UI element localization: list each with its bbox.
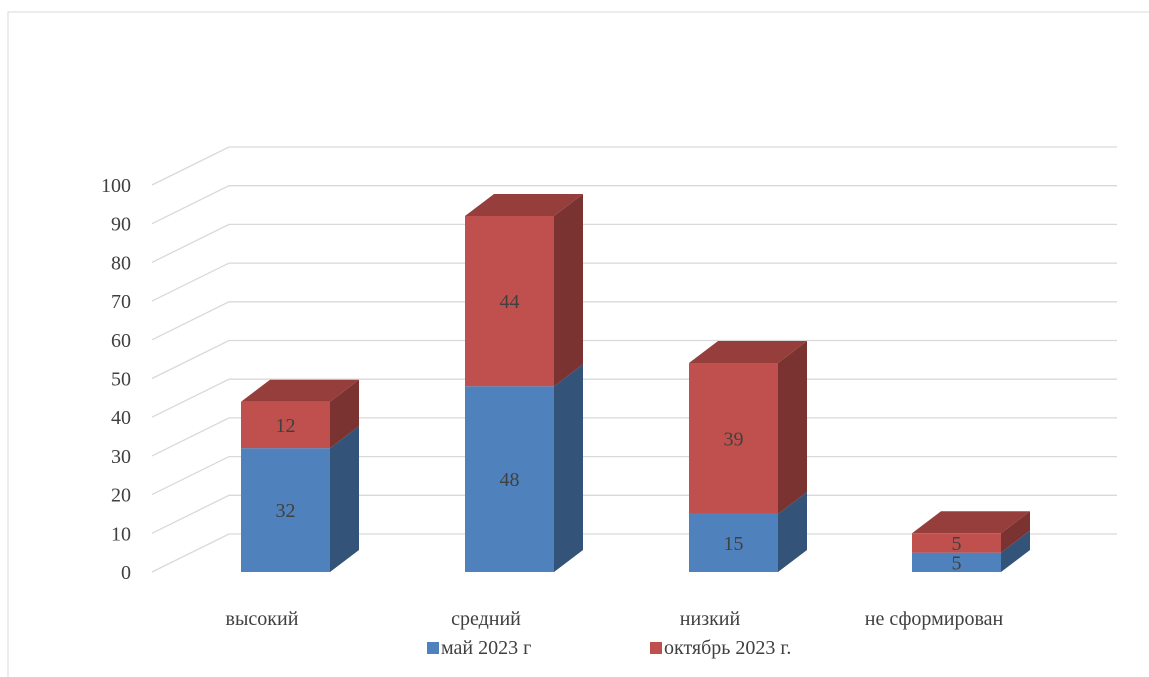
bar-top-october: [912, 511, 1030, 534]
bar-side-may: [330, 426, 359, 572]
legend-swatch-may: [427, 642, 439, 654]
y-tick-label: 70: [111, 291, 131, 313]
bar-top-october: [465, 193, 583, 216]
x-category-label: высокий: [226, 608, 299, 630]
bar-side-may: [1001, 530, 1030, 572]
data-label: 48: [500, 469, 520, 491]
legend-swatch-october: [650, 642, 662, 654]
y-tick-label: 60: [111, 330, 131, 352]
y-tick-label: 10: [111, 523, 131, 545]
y-tick-label: 100: [101, 175, 131, 197]
gridline: [151, 494, 1117, 534]
bar-october: [689, 363, 778, 514]
gridline: [151, 185, 1117, 225]
y-tick-label: 90: [111, 214, 131, 236]
gridline: [151, 262, 1117, 302]
bar-october: [241, 401, 330, 449]
bar-side-october: [778, 341, 807, 514]
bar-side-may: [554, 364, 583, 572]
chart-frame: [7, 11, 1149, 677]
bar-october: [912, 533, 1001, 553]
bar-top-october: [689, 341, 807, 364]
gridline: [151, 223, 1117, 263]
bar-side-october: [554, 193, 583, 387]
bar-may: [689, 513, 778, 572]
bar-october: [465, 215, 554, 387]
bar-may: [465, 386, 554, 572]
data-label: 44: [500, 291, 520, 313]
y-tick-label: 80: [111, 252, 131, 274]
data-label: 5: [952, 533, 962, 555]
x-category-label: средний: [451, 608, 521, 630]
gridline: [151, 146, 1117, 186]
gridline: [151, 301, 1117, 341]
y-tick-label: 0: [121, 562, 131, 584]
data-label: 5: [952, 552, 962, 574]
bar-may: [241, 448, 330, 572]
y-tick-label: 50: [111, 369, 131, 391]
gridline: [151, 417, 1117, 457]
y-tick-label: 20: [111, 485, 131, 507]
y-tick-label: 30: [111, 446, 131, 468]
data-label: 15: [724, 533, 744, 555]
y-tick-label: 40: [111, 407, 131, 429]
bar-side-october: [1001, 511, 1030, 553]
gridline: [151, 339, 1117, 380]
bar-side-october: [330, 379, 359, 449]
gridline: [151, 533, 1117, 573]
gridline: [151, 378, 1117, 418]
data-label: 12: [276, 415, 296, 437]
legend-label-may: май 2023 г: [441, 637, 531, 659]
bar-top-october: [241, 379, 359, 402]
legend-label-october: октябрь 2023 г.: [664, 637, 791, 659]
bar-side-may: [778, 491, 807, 572]
data-label: 39: [724, 428, 744, 450]
gridline: [151, 455, 1117, 496]
data-label: 32: [276, 500, 296, 522]
x-category-label: не сформирован: [865, 608, 1004, 630]
x-category-label: низкий: [680, 608, 741, 630]
bar-may: [912, 552, 1001, 572]
